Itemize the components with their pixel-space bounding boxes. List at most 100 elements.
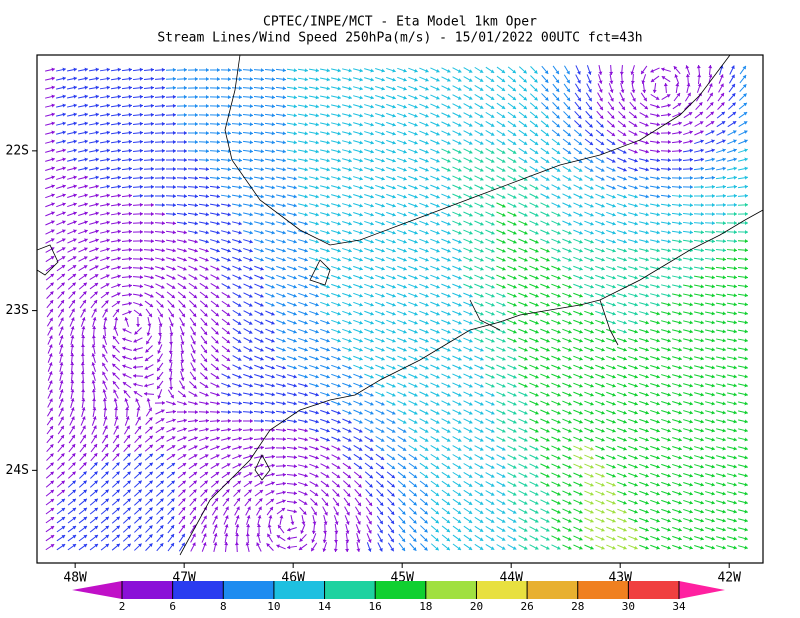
arrow-head (260, 221, 264, 226)
arrow-head (744, 410, 748, 415)
arrow-head (667, 194, 671, 199)
arrow-head (194, 401, 198, 406)
arrow-head (678, 194, 682, 199)
arrow-head (630, 71, 635, 75)
arrow-head (216, 410, 220, 415)
arrow-head (282, 248, 286, 253)
arrow-head (139, 284, 143, 289)
arrow-head (183, 212, 187, 217)
arrow-head (722, 212, 726, 217)
arrow-head (479, 177, 484, 181)
arrow-head (711, 203, 715, 208)
arrow-head (370, 167, 374, 172)
arrow-head (51, 202, 55, 207)
arrow-head (722, 365, 726, 370)
arrow-head (194, 185, 198, 190)
arrow-head (161, 76, 165, 81)
arrow-head (480, 230, 484, 235)
arrow-head (282, 194, 286, 199)
arrow-head (490, 195, 495, 199)
arrow-head (513, 230, 517, 235)
arrow-head (656, 122, 660, 127)
arrow-head (80, 344, 85, 348)
arrow-head (172, 130, 176, 135)
arrow-head (117, 139, 121, 144)
arrow-head (524, 239, 528, 244)
arrow-head (73, 166, 77, 171)
arrow-head (249, 203, 253, 208)
arrow-head (161, 400, 165, 405)
arrow-head (183, 194, 187, 199)
arrow-head (227, 68, 231, 73)
arrow-head (656, 203, 660, 208)
arrow-head (381, 122, 385, 127)
arrow-head (545, 150, 550, 154)
arrow-head (501, 96, 506, 100)
arrow-head (733, 257, 737, 262)
arrow-head (623, 158, 627, 163)
arrow-head (414, 176, 418, 181)
arrow-head (534, 222, 539, 226)
arrow-head (326, 203, 330, 208)
arrow-head (139, 139, 143, 144)
arrow-head (161, 121, 165, 126)
arrow-head (51, 157, 55, 162)
arrow-head (719, 74, 724, 78)
arrow-head (117, 211, 121, 216)
arrow-head (144, 391, 148, 396)
arrow-head (315, 212, 319, 217)
arrow-head (733, 157, 737, 162)
arrow-head (414, 86, 418, 91)
arrow-head (337, 203, 341, 208)
arrow-head (84, 103, 88, 108)
arrow-head (326, 248, 330, 253)
arrow-head (238, 392, 242, 397)
arrow-head (490, 96, 495, 100)
arrow-head (150, 157, 154, 162)
arrow-head (304, 401, 308, 406)
arrow-head (689, 347, 693, 352)
arrow-head (721, 121, 726, 125)
arrow-head (544, 88, 549, 92)
arrow-head (73, 184, 77, 189)
arrow-head (469, 239, 473, 244)
arrow-head (183, 103, 187, 108)
arrow-head (722, 193, 726, 198)
arrow-head (744, 275, 748, 280)
arrow-head (326, 86, 330, 91)
arrow-head (227, 221, 231, 226)
arrow-head (667, 140, 671, 145)
arrow-head (249, 176, 253, 181)
arrow-head (414, 221, 418, 226)
arrow-head (700, 148, 704, 153)
arrow-head (667, 230, 671, 235)
arrow-head (161, 184, 165, 189)
arrow-head (744, 139, 748, 144)
arrow-head (425, 68, 429, 73)
arrow-head (534, 114, 538, 119)
arrow-head (172, 103, 176, 108)
arrow-head (172, 409, 176, 414)
arrow-head (128, 202, 132, 207)
arrow-head (249, 86, 253, 91)
arrow-head (348, 122, 352, 127)
arrow-head (731, 74, 735, 79)
arrow-head (678, 320, 682, 325)
arrow-head (271, 68, 275, 73)
arrow-head (634, 257, 638, 262)
arrow-head (293, 86, 297, 91)
arrow-head (271, 230, 275, 235)
arrow-head (623, 203, 627, 208)
arrow-head (667, 176, 671, 181)
arrow-head (95, 247, 99, 252)
arrow-head (172, 176, 176, 181)
arrow-head (337, 167, 341, 172)
arrow-head (545, 159, 550, 163)
arrow-head (205, 401, 209, 406)
arrow-head (80, 380, 85, 384)
arrow-head (512, 177, 517, 181)
arrow-head (216, 176, 220, 181)
arrow-head (523, 213, 528, 217)
arrow-head (260, 248, 264, 253)
arrow-head (733, 193, 737, 198)
